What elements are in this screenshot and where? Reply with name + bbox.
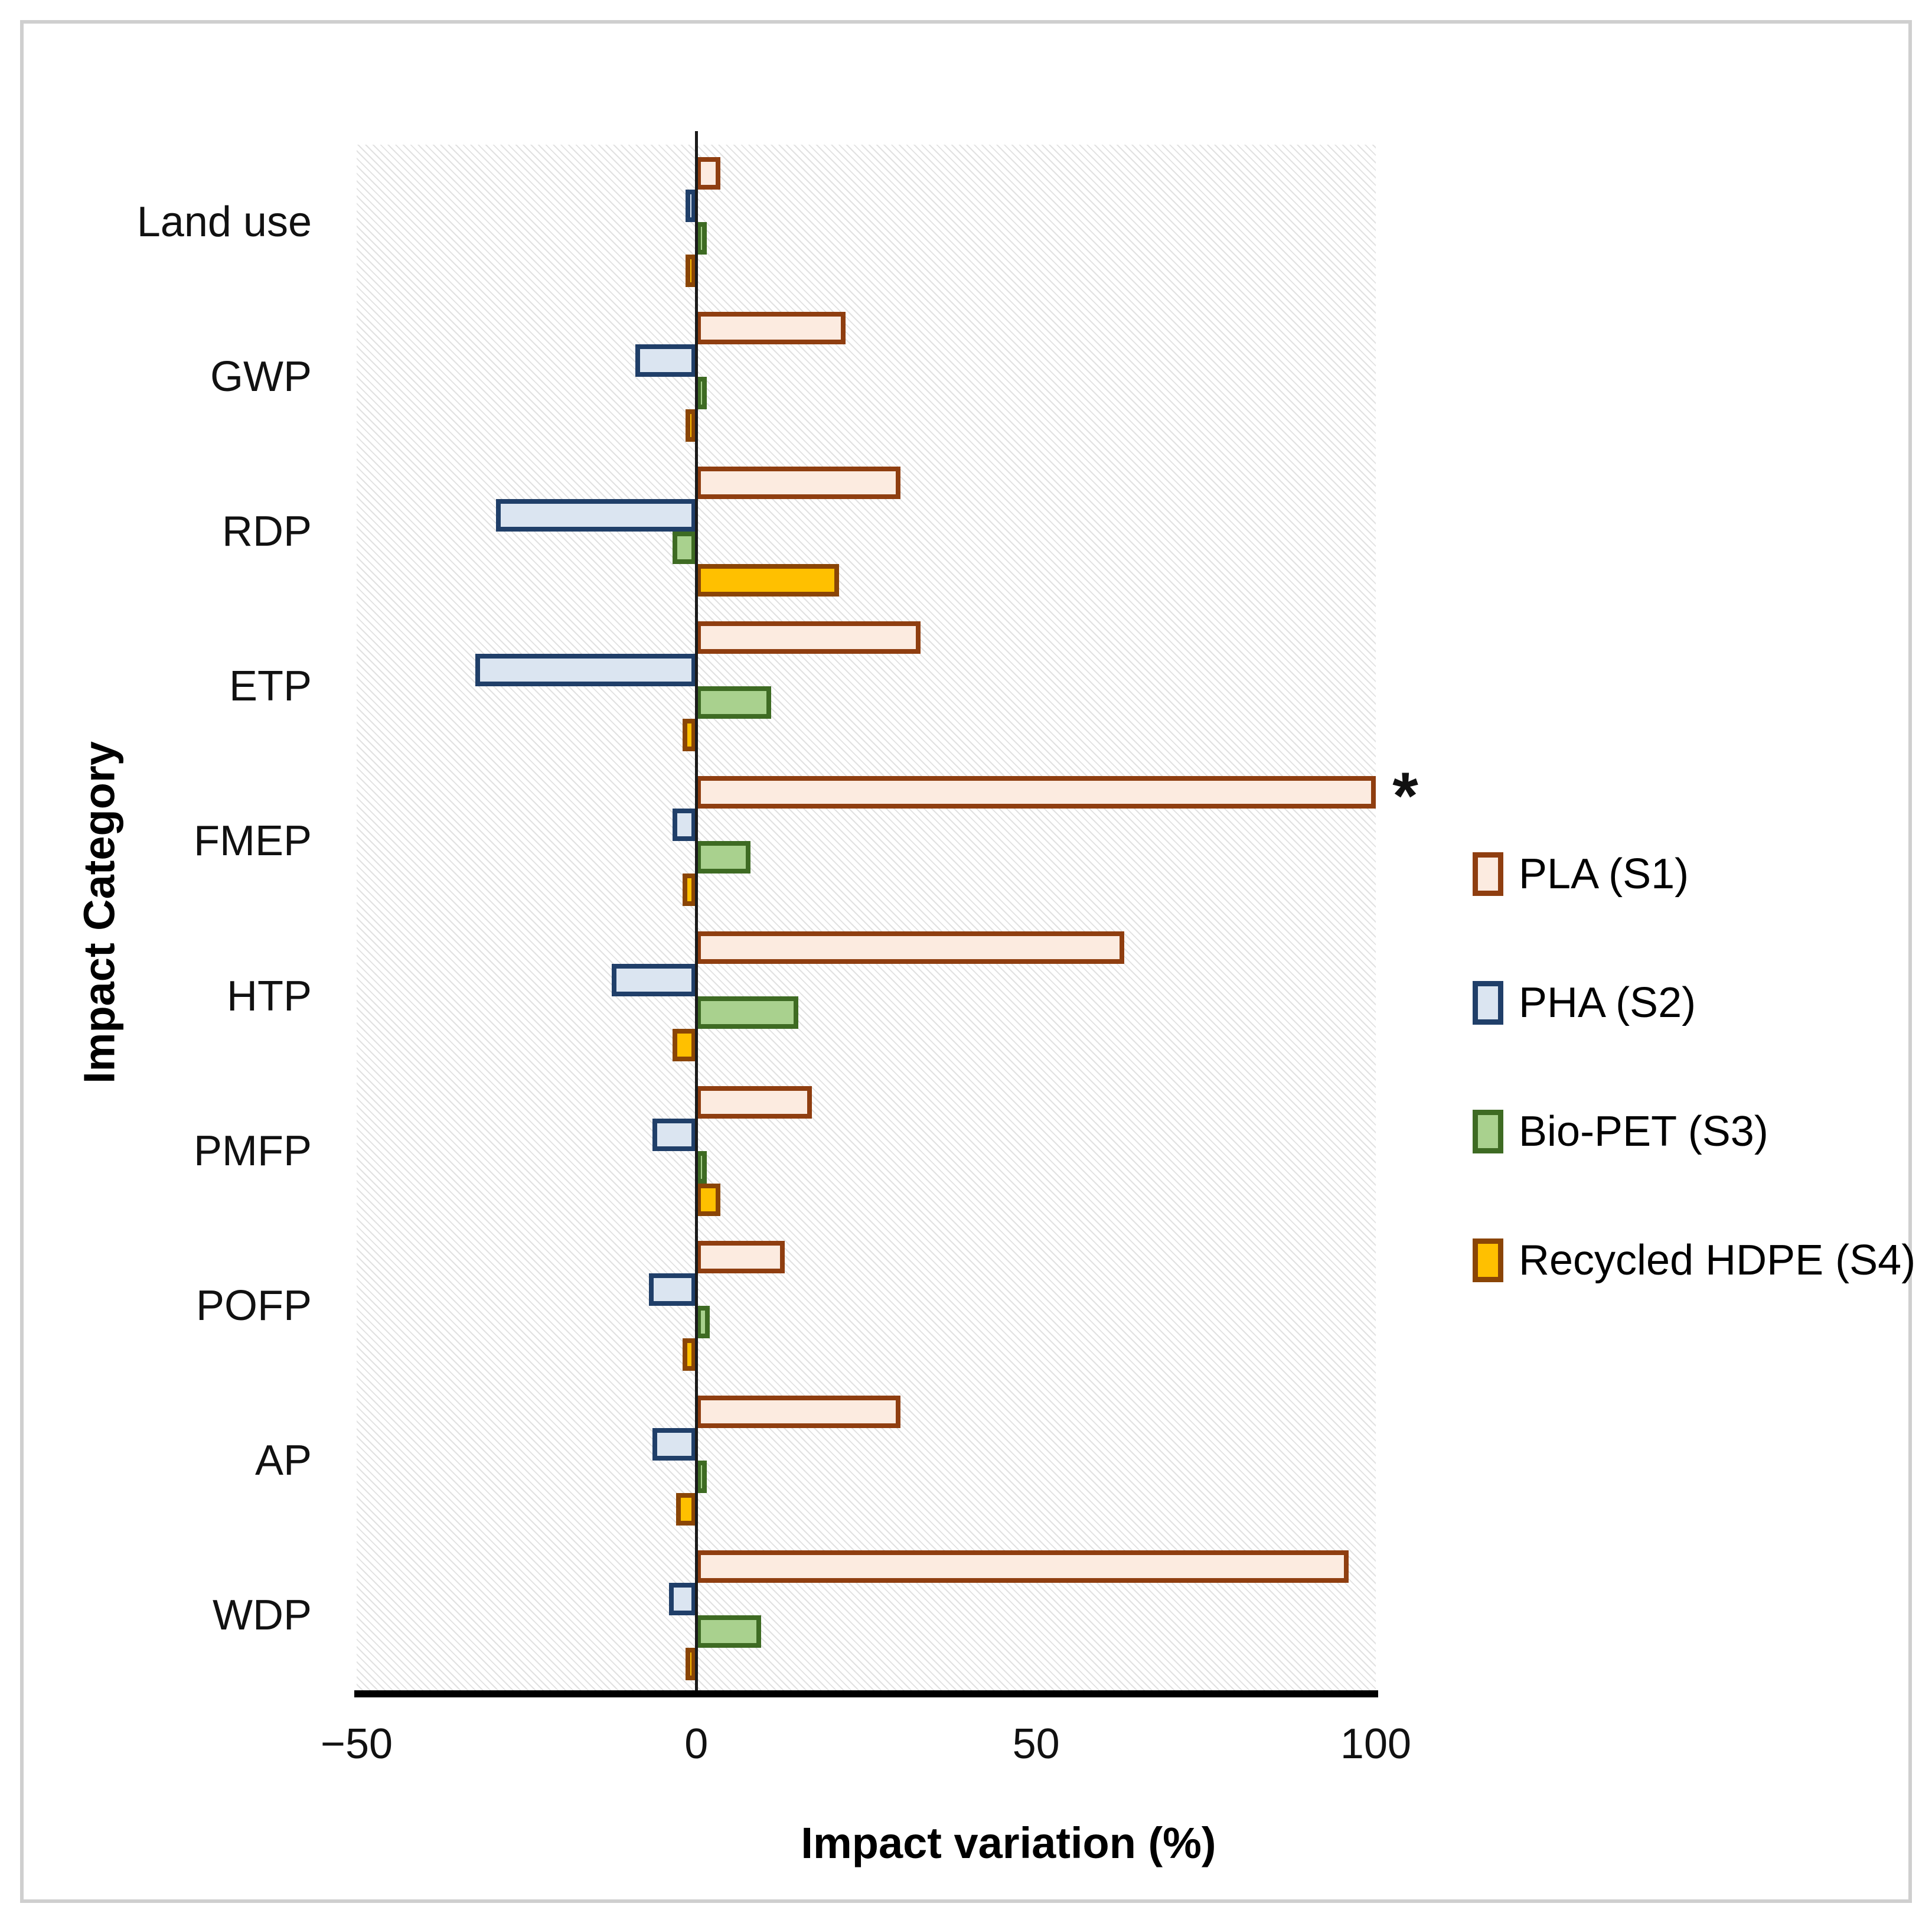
legend-label: Bio-PET (S3) (1519, 1108, 1768, 1155)
bar-wdp-pla-s1 (696, 1550, 1349, 1583)
category-label-htp: HTP (227, 972, 312, 1020)
legend-swatch-pla-s1-icon (1473, 852, 1503, 896)
bar-wdp-pha-s2 (669, 1582, 697, 1615)
bar-etp-pla-s1 (696, 621, 921, 654)
bar-rdp-pha-s2 (495, 499, 697, 532)
legend-swatch-bio-pet-s3-icon (1473, 1110, 1503, 1153)
bar-land-use-pha-s2 (686, 190, 697, 223)
legend: PLA (S1) PHA (S2) Bio-PET (S3) Recycled … (1473, 850, 1921, 1306)
bar-rdp-recycled-hdpe-s4 (696, 564, 839, 597)
category-label-gwp: GWP (210, 353, 312, 401)
plot-area (357, 145, 1376, 1693)
bar-gwp-recycled-hdpe-s4 (686, 409, 697, 442)
bar-rdp-pla-s1 (696, 467, 900, 500)
bar-gwp-pha-s2 (635, 344, 697, 377)
bar-fmep-bio-pet-s3 (696, 841, 751, 874)
x-tick-label: −50 (320, 1720, 393, 1768)
bar-pmfp-pla-s1 (696, 1086, 812, 1119)
category-label-wdp: WDP (213, 1591, 312, 1639)
bar-gwp-bio-pet-s3 (696, 377, 707, 410)
category-label-ap: AP (254, 1436, 312, 1484)
legend-swatch-pha-s2-icon (1473, 981, 1503, 1025)
bar-etp-recycled-hdpe-s4 (683, 719, 697, 752)
bar-wdp-bio-pet-s3 (696, 1615, 761, 1648)
category-label-land-use: Land use (136, 198, 312, 246)
bar-rdp-bio-pet-s3 (673, 532, 697, 565)
bar-pmfp-bio-pet-s3 (696, 1150, 707, 1184)
fmep-overflow-asterisk: * (1392, 759, 1418, 833)
bar-ap-bio-pet-s3 (696, 1460, 707, 1493)
bar-pmfp-recycled-hdpe-s4 (696, 1183, 720, 1216)
bar-htp-pha-s2 (611, 963, 697, 996)
legend-label: PLA (S1) (1519, 850, 1689, 898)
x-tick-label: 0 (684, 1720, 709, 1768)
x-axis-title: Impact variation (%) (801, 1818, 1216, 1867)
bar-etp-bio-pet-s3 (696, 686, 771, 719)
bar-htp-pla-s1 (696, 931, 1125, 964)
category-label-rdp: RDP (221, 508, 312, 556)
bar-fmep-pla-s1 (696, 776, 1376, 809)
zero-axis-line (695, 131, 699, 1697)
bar-pofp-recycled-hdpe-s4 (683, 1338, 697, 1371)
bar-fmep-pha-s2 (673, 809, 697, 842)
bar-htp-bio-pet-s3 (696, 996, 798, 1029)
bar-pofp-bio-pet-s3 (696, 1305, 710, 1338)
bar-htp-recycled-hdpe-s4 (673, 1028, 697, 1061)
x-axis-line (354, 1690, 1378, 1697)
legend-item-pha-s2: PHA (S2) (1473, 979, 1696, 1026)
legend-label: PHA (S2) (1519, 979, 1696, 1026)
bar-ap-pla-s1 (696, 1395, 900, 1428)
bar-wdp-recycled-hdpe-s4 (686, 1647, 697, 1680)
category-label-etp: ETP (229, 663, 312, 710)
legend-item-recycled-hdpe-s4: Recycled HDPE (S4) (1473, 1237, 1916, 1284)
x-tick-label: 100 (1340, 1720, 1412, 1768)
legend-item-pla-s1: PLA (S1) (1473, 850, 1689, 898)
legend-label: Recycled HDPE (S4) (1519, 1237, 1916, 1284)
legend-swatch-recycled-hdpe-s4-icon (1473, 1238, 1503, 1282)
category-label-pmfp: PMFP (193, 1127, 312, 1175)
bar-gwp-pla-s1 (696, 312, 846, 345)
bar-pofp-pla-s1 (696, 1240, 785, 1273)
y-axis-title: Impact Category (74, 741, 124, 1084)
bar-pmfp-pha-s2 (652, 1118, 697, 1151)
x-tick-label: 50 (1012, 1720, 1060, 1768)
bar-land-use-pla-s1 (696, 157, 720, 190)
bar-land-use-bio-pet-s3 (696, 222, 707, 255)
bar-fmep-recycled-hdpe-s4 (683, 874, 697, 907)
bar-ap-pha-s2 (652, 1427, 697, 1461)
legend-item-bio-pet-s3: Bio-PET (S3) (1473, 1108, 1768, 1155)
category-label-fmep: FMEP (193, 817, 312, 865)
bar-etp-pha-s2 (475, 654, 697, 687)
bar-pofp-pha-s2 (648, 1273, 697, 1306)
bar-ap-recycled-hdpe-s4 (675, 1492, 697, 1526)
category-label-pofp: POFP (195, 1282, 312, 1329)
bar-land-use-recycled-hdpe-s4 (686, 255, 697, 288)
